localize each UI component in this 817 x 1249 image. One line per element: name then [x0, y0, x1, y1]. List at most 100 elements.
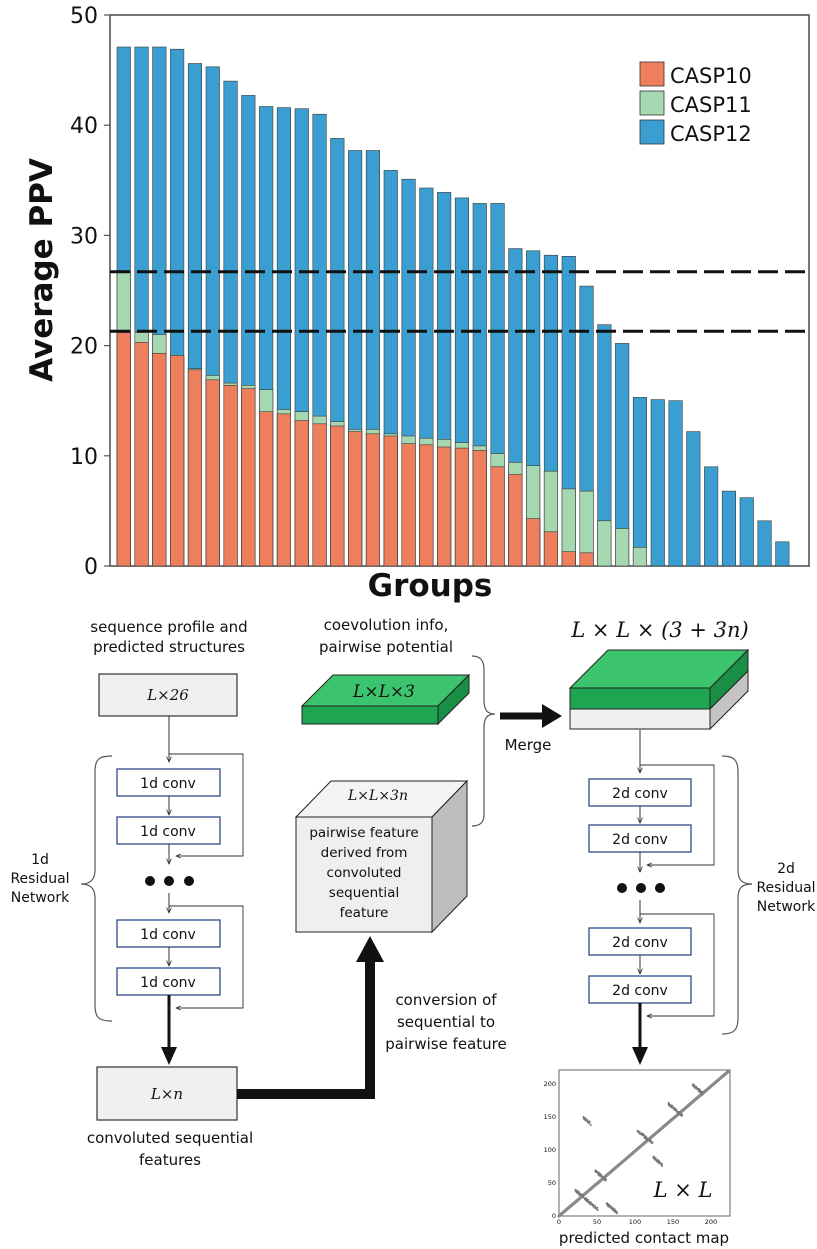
contact-point [699, 1090, 701, 1093]
legend-label: CASP12 [670, 122, 752, 146]
conv1d-label-2: 1d conv [140, 824, 196, 840]
contact-point [608, 1206, 611, 1209]
cube-top-label: L×L×3n [347, 788, 408, 804]
contact-point [604, 1178, 607, 1180]
conv2d-label-1: 2d conv [612, 786, 668, 802]
conv2d-label-4: 2d conv [612, 983, 668, 999]
contact-point [602, 1176, 605, 1179]
bar-casp10 [223, 384, 238, 567]
contact-map-caption: predicted contact map [559, 1229, 729, 1247]
merged-front-gray [569, 708, 711, 730]
bar-casp12 [721, 490, 737, 567]
contact-point [587, 1121, 589, 1124]
conv-seq-label-line2: features [139, 1151, 201, 1169]
contact-point [591, 1205, 594, 1207]
cm-ytick: 150 [544, 1113, 556, 1121]
cm-xtick: 50 [593, 1218, 601, 1226]
seq-profile-label-line2: predicted structures [93, 638, 245, 656]
contact-point [579, 1193, 582, 1195]
contact-map-points [557, 1069, 731, 1218]
bar-casp10 [472, 449, 487, 567]
res1d-label-line3: Network [11, 890, 70, 906]
bar-casp11 [597, 520, 612, 567]
bar-casp10 [454, 447, 470, 567]
contact-point [668, 1103, 670, 1105]
arrow-head [632, 1047, 648, 1065]
bar-casp10 [561, 551, 576, 567]
contact-point [594, 1207, 596, 1209]
contact-point [580, 1195, 583, 1197]
contact-point [692, 1085, 694, 1087]
brace-2d-residual [721, 755, 753, 1035]
res2d-label-line1: 2d [777, 861, 795, 877]
bar-casp10 [330, 425, 345, 567]
bar-casp10 [294, 420, 309, 567]
contact-point [660, 1164, 663, 1166]
bar-casp10 [187, 369, 202, 567]
skip-connection-2d-2 [640, 913, 715, 1016]
conv1d-label-3: 1d conv [140, 927, 196, 943]
contact-point [598, 1172, 600, 1174]
bar-casp10 [134, 341, 149, 567]
ellipsis-dot [164, 876, 174, 886]
contact-point [644, 1135, 647, 1138]
contact-point [654, 1157, 657, 1159]
contact-point [616, 1212, 618, 1215]
merged-front-green [569, 687, 711, 710]
contact-point [608, 1204, 611, 1206]
contact-point [648, 1140, 651, 1143]
contact-point [659, 1162, 661, 1164]
skip-connection-2d-1 [640, 764, 715, 865]
ellipsis-dot [655, 883, 665, 893]
conv2d-label-3: 2d conv [612, 935, 668, 951]
res1d-label-line1: 1d [31, 852, 49, 868]
llx3-slab-side [437, 673, 470, 726]
contact-point [588, 1201, 590, 1203]
contact-point [604, 1177, 606, 1179]
ellipsis-dot [184, 876, 194, 886]
contact-point [676, 1109, 678, 1111]
contact-point [646, 1138, 648, 1140]
cube-front [295, 816, 433, 933]
contact-point [658, 1160, 660, 1162]
conv1d-label-4: 1d conv [140, 975, 196, 991]
contact-point [576, 1192, 579, 1194]
conv1d-box-4 [116, 967, 221, 996]
cm-xtick: 0 [557, 1218, 561, 1226]
legend-label: CASP10 [670, 64, 752, 88]
bar-casp10 [490, 466, 505, 567]
contact-point [652, 1156, 655, 1158]
llx3-slab-front [301, 705, 439, 725]
bar-casp10 [579, 552, 594, 567]
contact-point [586, 1120, 589, 1123]
merge-arrow-head [542, 704, 562, 728]
legend-swatch [639, 90, 665, 116]
contact-point [584, 1198, 587, 1201]
contact-point [577, 1190, 579, 1193]
conv2d-box-2 [588, 824, 692, 853]
contact-point [610, 1205, 613, 1208]
contact-point [640, 1132, 643, 1135]
bar-casp12 [739, 497, 754, 567]
contact-point [575, 1189, 577, 1192]
brace-1d-residual [80, 755, 113, 1022]
y-tick-label: 10 [70, 445, 98, 470]
bar-casp10 [259, 411, 274, 567]
conversion-arrow [237, 960, 375, 1099]
contact-point [598, 1174, 601, 1177]
contact-point [693, 1086, 696, 1088]
conv2d-box-4 [588, 975, 692, 1004]
conv1d-label-1: 1d conv [140, 776, 196, 792]
contact-point [700, 1092, 702, 1094]
bar-casp10 [419, 444, 434, 567]
contact-map-y-ticks: 0 50 100 150 200 [544, 1080, 556, 1220]
skip-connection-2 [169, 905, 244, 1008]
skip-connection-1 [169, 753, 244, 856]
contact-point [661, 1165, 663, 1167]
bar-casp10 [383, 435, 398, 567]
contact-point [698, 1090, 700, 1093]
llx3-slab-label: L×L×3 [352, 682, 415, 702]
merge-label: Merge [505, 736, 552, 754]
contact-point [606, 1202, 608, 1204]
